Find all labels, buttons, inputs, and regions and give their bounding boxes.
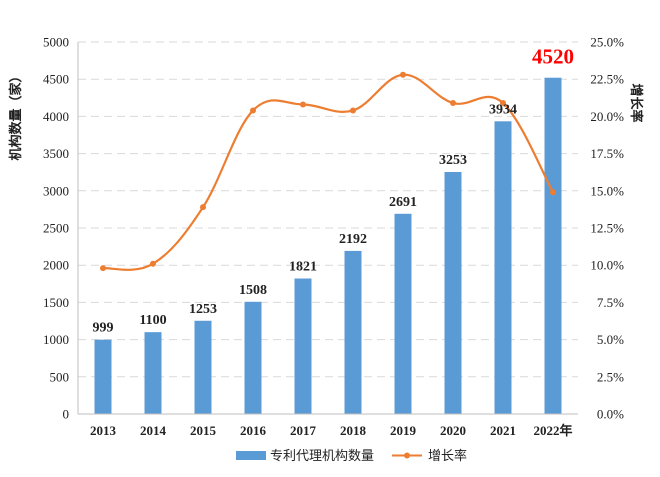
data-label: 2192 [339, 232, 367, 247]
bar [94, 339, 112, 414]
x-tick-label: 2016 [240, 423, 267, 438]
y-tick-label-left: 5000 [43, 35, 69, 50]
y-tick-label-right: 0.0% [597, 407, 624, 422]
line-series [100, 71, 556, 272]
y-tick-label-right: 22.5% [590, 72, 624, 87]
line-point [250, 107, 256, 114]
x-tick-label: 2018 [340, 423, 367, 438]
data-label: 1508 [239, 283, 267, 298]
line-point [400, 71, 406, 78]
y-tick-label-left: 2500 [43, 221, 69, 236]
bar [444, 171, 462, 414]
line-point [550, 189, 556, 196]
y-tick-label-left: 1000 [43, 332, 69, 347]
line-point [100, 265, 106, 272]
bar [344, 250, 362, 414]
y-tick-label-right: 17.5% [590, 146, 624, 161]
data-label: 1100 [139, 313, 166, 328]
line-point [300, 101, 306, 108]
x-tick-label: 2014 [140, 423, 167, 438]
line-point [150, 260, 156, 267]
data-label: 999 [93, 321, 114, 336]
growth-rate-line [102, 73, 554, 271]
data-label: 2691 [389, 195, 417, 210]
axes: 0 500 1000 1500 2000 2500 3000 3500 4000 4500 5000… [43, 35, 624, 439]
x-tick-label: 2015 [190, 423, 217, 438]
data-label: 3934 [489, 102, 517, 117]
line-point [350, 107, 356, 114]
bar [144, 332, 162, 414]
x-tick-label: 2017 [290, 423, 317, 438]
data-labels: 999 1100 1253 1508 1821 2192 2691 3253 3934 4520 [93, 45, 575, 336]
data-label: 1821 [289, 260, 317, 275]
y-tick-label-left: 3000 [43, 183, 69, 198]
line-point [500, 100, 506, 107]
y-tick-label-left: 2000 [43, 258, 69, 273]
y-tick-label-right: 5.0% [597, 332, 624, 347]
y-tick-label-left: 4500 [43, 72, 69, 87]
line-point [200, 204, 206, 211]
y-tick-label-left: 3500 [43, 146, 69, 161]
data-label: 1253 [189, 302, 217, 317]
y-axis-label-right: 增长率 [628, 83, 644, 122]
bar [394, 213, 412, 414]
bar [194, 320, 212, 414]
x-tick-label: 2021 [490, 423, 516, 438]
line-point [450, 100, 456, 107]
y-tick-label-left: 1500 [43, 295, 69, 310]
bar [294, 278, 312, 414]
y-tick-label-left: 0 [63, 407, 70, 422]
y-tick-label-right: 10.0% [590, 258, 624, 273]
x-tick-label: 2019 [390, 423, 417, 438]
y-tick-label-right: 7.5% [597, 295, 624, 310]
data-label: 4520 [532, 45, 574, 69]
y-tick-label-left: 4000 [43, 109, 69, 124]
y-tick-label-right: 20.0% [590, 109, 624, 124]
legend-bar-swatch [236, 451, 266, 460]
bar [244, 301, 262, 414]
y-tick-label-right: 12.5% [590, 221, 624, 236]
x-tick-label: 2020 [440, 423, 466, 438]
x-tick-label: 2013 [90, 423, 117, 438]
data-label: 3253 [439, 153, 467, 168]
legend: 专利代理机构数量 增长率 [236, 448, 467, 464]
legend-bar-label: 专利代理机构数量 [270, 449, 374, 464]
legend-line-label: 增长率 [428, 448, 467, 464]
y-tick-label-left: 500 [50, 369, 70, 384]
y-tick-label-right: 15.0% [590, 183, 624, 198]
bar-series [94, 77, 562, 415]
bar [494, 121, 512, 415]
y-tick-label-right: 25.0% [590, 35, 624, 50]
legend-line-marker [404, 452, 410, 459]
y-axis-label-left: 机构数量（家） [8, 69, 24, 160]
x-tick-label: 2022年 [533, 423, 572, 438]
y-tick-label-right: 2.5% [597, 369, 624, 384]
bar [544, 77, 562, 414]
